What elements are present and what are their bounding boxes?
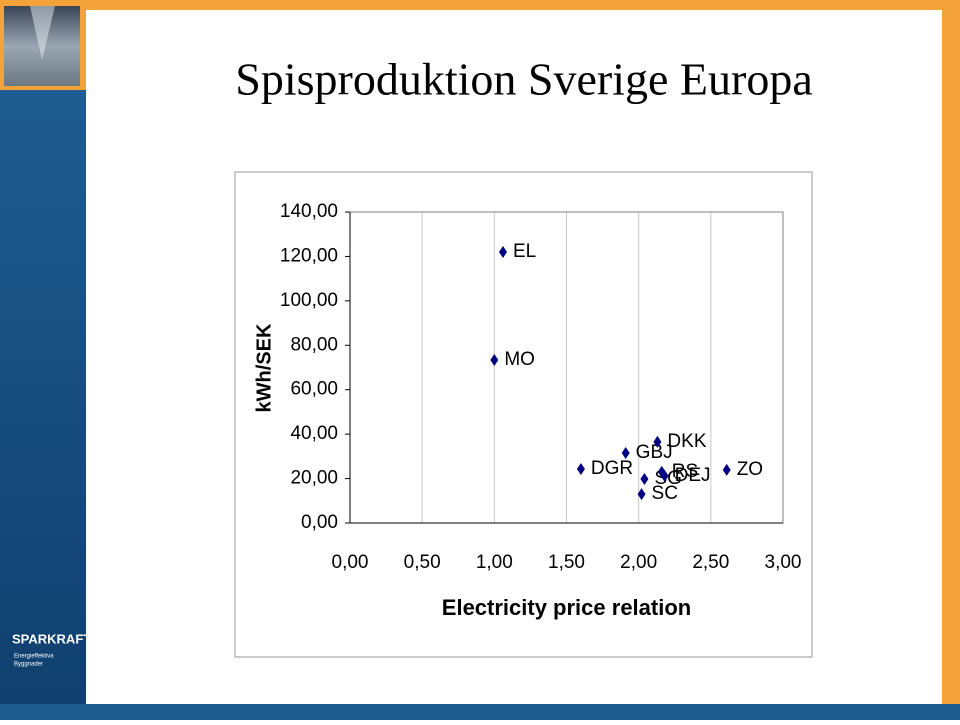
y-tick-label: 120,00 [280, 245, 338, 266]
point [640, 473, 649, 486]
logo-tagline: Energieffektiva [14, 654, 54, 660]
point [722, 463, 731, 476]
point [653, 435, 662, 448]
x-axis-label: Electricity price relation [442, 595, 691, 620]
point-label: SC [652, 483, 678, 504]
point-label: EL [513, 241, 536, 262]
x-tick-label: 2,50 [692, 552, 729, 573]
x-tick-label: 2,00 [620, 552, 657, 573]
y-tick-label: 40,00 [290, 423, 338, 444]
point [660, 469, 669, 482]
point [576, 463, 585, 476]
top-band [0, 0, 960, 10]
point-label: MO [504, 349, 535, 370]
point-label: RS [672, 461, 698, 482]
point-label: GBJ [636, 442, 673, 463]
y-tick-label: 60,00 [290, 379, 338, 400]
x-tick-label: 3,00 [765, 552, 802, 573]
y-tick-label: 100,00 [280, 290, 338, 311]
y-tick-label: 80,00 [290, 334, 338, 355]
y-axis-label: kWh/SEK [253, 323, 275, 412]
light-rays [30, 6, 55, 60]
point [621, 447, 630, 460]
point-label: ZO [737, 459, 763, 480]
point [490, 353, 499, 366]
x-tick-label: 1,00 [476, 552, 513, 573]
chart: 0,00 0,50 1,00 1,50 2,00 2,50 3,00 0,00 20,00 40,… [253, 201, 801, 620]
x-tick-label: 0,00 [332, 552, 369, 573]
point [498, 245, 507, 258]
right-band [942, 0, 960, 720]
point-label: DGR [591, 458, 633, 479]
point-label: DKK [667, 431, 706, 452]
y-tick-label: 140,00 [280, 201, 338, 222]
y-tick-label: 20,00 [290, 468, 338, 489]
y-tick-label: 0,00 [301, 512, 338, 533]
x-tick-label: 0,50 [404, 552, 441, 573]
logo-name: SPARKRAFT [12, 631, 91, 646]
logo-tagline: Byggnader [14, 662, 43, 668]
left-sidebar [0, 90, 86, 720]
x-tick-label: 1,50 [548, 552, 585, 573]
bottom-band [0, 704, 960, 720]
chart-frame [234, 171, 813, 658]
slide-title: Spisproduktion Sverige Europa [235, 54, 813, 105]
point-label: DEJ [675, 465, 711, 486]
point [637, 488, 646, 501]
